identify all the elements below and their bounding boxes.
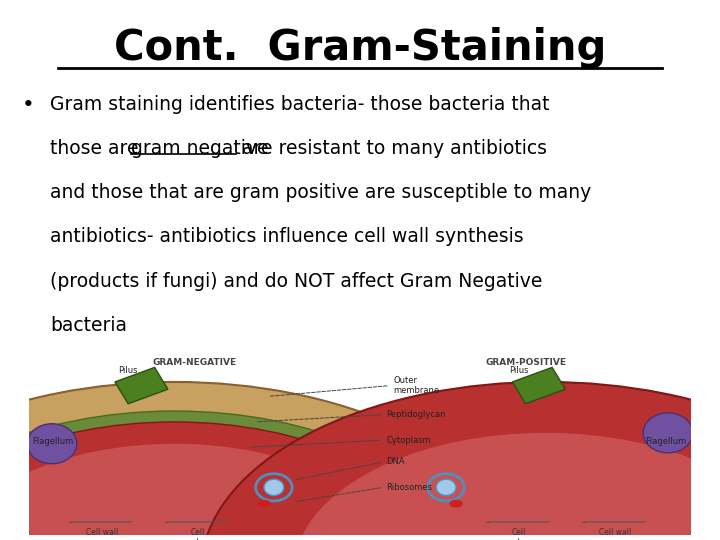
Text: Pilus: Pilus bbox=[118, 366, 138, 375]
Text: GRAM-POSITIVE: GRAM-POSITIVE bbox=[485, 359, 566, 367]
Text: antibiotics- antibiotics influence cell wall synthesis: antibiotics- antibiotics influence cell … bbox=[50, 227, 524, 246]
Wedge shape bbox=[206, 382, 720, 540]
Text: and those that are gram positive are susceptible to many: and those that are gram positive are sus… bbox=[50, 183, 592, 202]
Text: DNA: DNA bbox=[387, 457, 405, 467]
Circle shape bbox=[258, 501, 270, 507]
Ellipse shape bbox=[264, 479, 284, 496]
Wedge shape bbox=[0, 444, 403, 540]
Circle shape bbox=[450, 501, 462, 507]
Wedge shape bbox=[0, 411, 462, 540]
Ellipse shape bbox=[643, 413, 693, 453]
Wedge shape bbox=[0, 382, 514, 540]
Text: •: • bbox=[22, 94, 35, 114]
Wedge shape bbox=[297, 433, 720, 540]
Text: Cell
membrane: Cell membrane bbox=[498, 528, 540, 540]
Text: bacteria: bacteria bbox=[50, 316, 127, 335]
Text: Cell
membrane: Cell membrane bbox=[177, 528, 219, 540]
Text: Cytoplasm: Cytoplasm bbox=[387, 436, 431, 444]
Text: Gram staining identifies bacteria- those bacteria that: Gram staining identifies bacteria- those… bbox=[50, 94, 550, 113]
Ellipse shape bbox=[27, 424, 77, 464]
Text: Cell wall: Cell wall bbox=[86, 528, 118, 537]
Text: Flagellum: Flagellum bbox=[645, 437, 686, 445]
Text: those are: those are bbox=[50, 139, 145, 158]
Wedge shape bbox=[0, 422, 442, 540]
Text: Outer
membrane: Outer membrane bbox=[393, 376, 439, 395]
Polygon shape bbox=[115, 367, 168, 404]
Text: gram negative: gram negative bbox=[131, 139, 269, 158]
Text: are resistant to many antibiotics: are resistant to many antibiotics bbox=[236, 139, 547, 158]
Text: GRAM-NEGATIVE: GRAM-NEGATIVE bbox=[153, 359, 236, 367]
Text: Cell wall: Cell wall bbox=[599, 528, 631, 537]
Text: (products if fungi) and do NOT affect Gram Negative: (products if fungi) and do NOT affect Gr… bbox=[50, 272, 543, 291]
Ellipse shape bbox=[436, 479, 456, 496]
Polygon shape bbox=[513, 367, 565, 404]
Text: Flagellum: Flagellum bbox=[32, 437, 73, 445]
Text: Ribosomes: Ribosomes bbox=[387, 483, 433, 492]
Text: Peptidoglycan: Peptidoglycan bbox=[387, 410, 446, 419]
Text: Pilus: Pilus bbox=[509, 366, 528, 375]
Text: Cont.  Gram-Staining: Cont. Gram-Staining bbox=[114, 27, 606, 69]
